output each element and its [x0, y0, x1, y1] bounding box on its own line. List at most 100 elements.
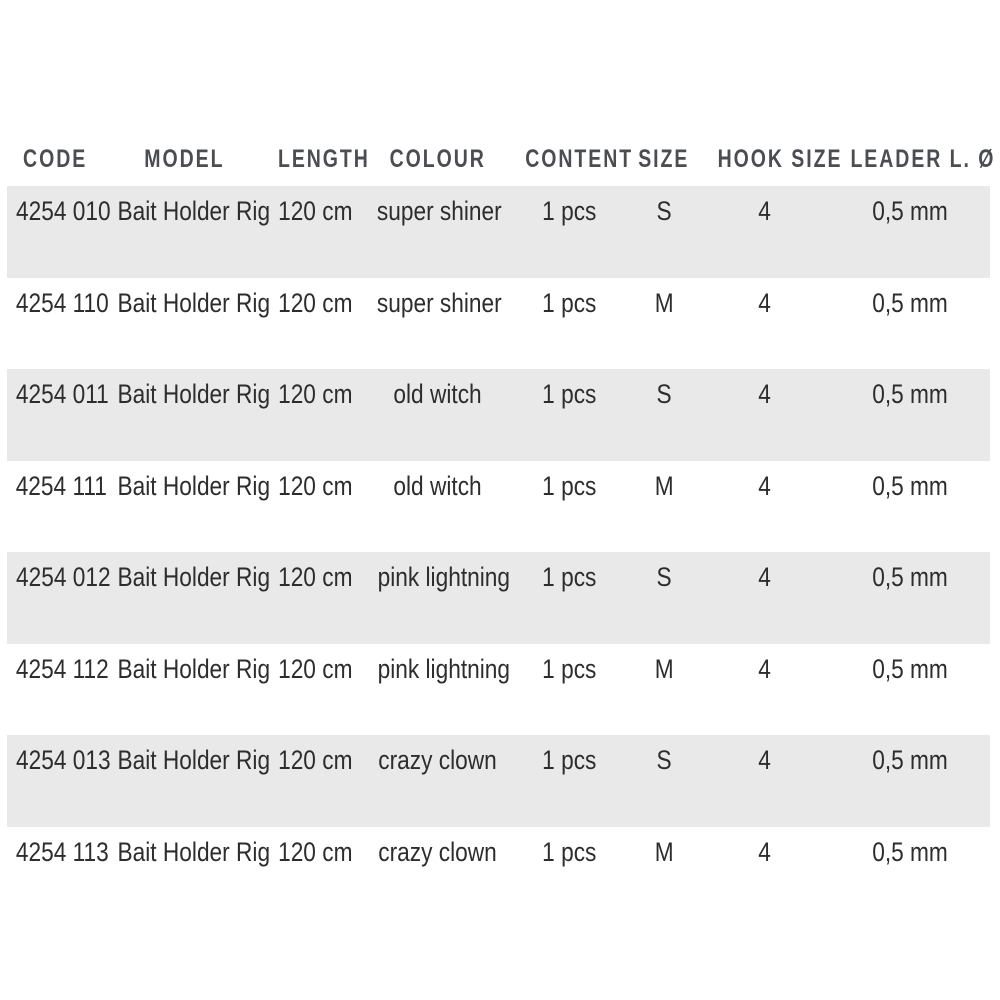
content-value: 1 pcs	[541, 562, 597, 592]
colour-value: super shiner	[376, 196, 502, 226]
model-value: Bait Holder Rig	[117, 562, 271, 592]
colour-value: pink lightning	[377, 653, 511, 684]
table-row: 4254 010 Bait Holder Rig 120 cm super sh…	[7, 186, 990, 278]
length-value: 120 cm	[277, 653, 353, 684]
cell-leader: 0,5 mm	[830, 552, 990, 644]
cell-hook-size: 4	[700, 369, 830, 461]
content-value: 1 pcs	[541, 470, 597, 501]
column-header-code-label: CODE	[22, 145, 88, 173]
cell-hook-size: 4	[700, 644, 830, 736]
cell-colour: pink lightning	[365, 644, 510, 736]
cell-hook-size: 4	[700, 552, 830, 644]
length-value: 120 cm	[277, 836, 353, 867]
table-header-row: CODE MODEL LENGTH COLOUR CONTENT SIZE HO…	[7, 133, 994, 186]
colour-value: old witch	[393, 470, 482, 501]
code-value: 4254 113	[15, 836, 109, 867]
cell-content: 1 pcs	[510, 278, 628, 370]
column-header-colour: COLOUR	[365, 133, 510, 186]
cell-model: Bait Holder Rig	[103, 461, 271, 553]
cell-size: S	[628, 186, 700, 278]
cell-size: S	[628, 735, 700, 827]
cell-model: Bait Holder Rig	[103, 735, 271, 827]
cell-content: 1 pcs	[510, 552, 628, 644]
size-value: M	[654, 836, 674, 867]
column-header-size-label: SIZE	[638, 145, 690, 173]
cell-colour: old witch	[365, 461, 510, 553]
length-value: 120 cm	[277, 562, 353, 592]
cell-length: 120 cm	[265, 369, 365, 461]
cell-leader: 0,5 mm	[830, 644, 990, 736]
code-value: 4254 010	[16, 196, 111, 226]
model-value: Bait Holder Rig	[117, 287, 271, 318]
size-value: S	[656, 196, 672, 226]
cell-content: 1 pcs	[510, 461, 628, 553]
cell-code: 4254 110	[7, 278, 109, 370]
cell-length: 120 cm	[265, 278, 365, 370]
cell-colour: crazy clown	[365, 735, 510, 827]
column-header-hook-size-label: HOOK SIZE	[717, 145, 843, 173]
column-header-length: LENGTH	[265, 133, 368, 186]
cell-size: M	[628, 461, 700, 553]
model-value: Bait Holder Rig	[117, 745, 271, 775]
cell-model: Bait Holder Rig	[103, 369, 271, 461]
table-row: 4254 013 Bait Holder Rig 120 cm crazy cl…	[7, 735, 990, 827]
cell-leader: 0,5 mm	[830, 369, 990, 461]
leader-value: 0,5 mm	[872, 562, 948, 592]
cell-size: S	[628, 552, 700, 644]
hook-size-value: 4	[758, 379, 772, 409]
cell-length: 120 cm	[265, 644, 365, 736]
leader-value: 0,5 mm	[872, 470, 948, 501]
cell-size: M	[628, 827, 700, 919]
leader-value: 0,5 mm	[872, 287, 948, 318]
cell-content: 1 pcs	[510, 644, 628, 736]
table-row: 4254 113 Bait Holder Rig 120 cm crazy cl…	[7, 827, 990, 919]
code-value: 4254 110	[15, 287, 109, 318]
length-value: 120 cm	[277, 287, 353, 318]
cell-content: 1 pcs	[510, 369, 628, 461]
cell-size: M	[628, 278, 700, 370]
cell-length: 120 cm	[265, 461, 365, 553]
leader-value: 0,5 mm	[872, 196, 948, 226]
size-value: S	[656, 745, 672, 775]
content-value: 1 pcs	[541, 196, 597, 226]
table-row: 4254 111 Bait Holder Rig 120 cm old witc…	[7, 461, 990, 553]
length-value: 120 cm	[277, 745, 353, 775]
model-value: Bait Holder Rig	[117, 196, 271, 226]
column-header-content: CONTENT	[510, 133, 631, 186]
column-header-content-label: CONTENT	[525, 145, 634, 173]
hook-size-value: 4	[758, 196, 772, 226]
cell-model: Bait Holder Rig	[103, 186, 271, 278]
cell-code: 4254 112	[7, 644, 109, 736]
cell-colour: super shiner	[365, 278, 510, 370]
column-header-model-label: MODEL	[143, 145, 225, 173]
table-row: 4254 012 Bait Holder Rig 120 cm pink lig…	[7, 552, 990, 644]
cell-code: 4254 011	[7, 369, 109, 461]
cell-leader: 0,5 mm	[830, 735, 990, 827]
cell-hook-size: 4	[700, 278, 830, 370]
hook-size-value: 4	[758, 562, 772, 592]
length-value: 120 cm	[277, 379, 353, 409]
column-header-size: SIZE	[628, 133, 700, 186]
column-header-leader: LEADER L. Ø	[830, 133, 993, 186]
hook-size-value: 4	[758, 745, 772, 775]
content-value: 1 pcs	[541, 745, 597, 775]
hook-size-value: 4	[758, 653, 772, 684]
leader-value: 0,5 mm	[872, 836, 948, 867]
colour-value: super shiner	[376, 287, 502, 318]
cell-hook-size: 4	[700, 461, 830, 553]
cell-hook-size: 4	[700, 827, 830, 919]
colour-value: old witch	[393, 379, 482, 409]
cell-model: Bait Holder Rig	[103, 278, 271, 370]
column-header-length-label: LENGTH	[277, 145, 370, 173]
column-header-code: CODE	[7, 133, 103, 186]
cell-model: Bait Holder Rig	[103, 644, 271, 736]
code-value: 4254 012	[16, 562, 111, 592]
cell-leader: 0,5 mm	[830, 827, 990, 919]
hook-size-value: 4	[758, 287, 772, 318]
cell-colour: old witch	[365, 369, 510, 461]
cell-length: 120 cm	[265, 186, 365, 278]
cell-colour: pink lightning	[365, 552, 510, 644]
column-header-colour-label: COLOUR	[389, 145, 486, 173]
model-value: Bait Holder Rig	[117, 653, 271, 684]
length-value: 120 cm	[277, 196, 353, 226]
